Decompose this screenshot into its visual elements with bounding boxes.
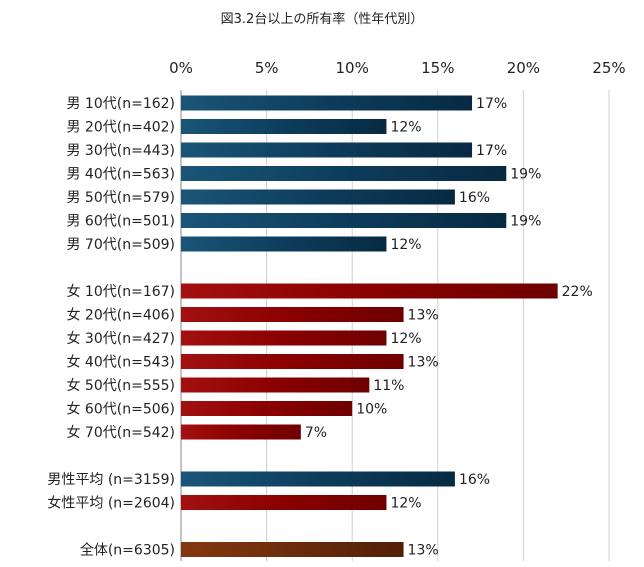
bar <box>181 377 370 393</box>
x-tick-label: 15% <box>421 59 454 77</box>
data-label: 13% <box>408 308 439 324</box>
data-label: 11% <box>373 378 404 394</box>
category-label: 女性平均 (n=2604) <box>47 495 175 512</box>
bar <box>181 495 387 510</box>
bar <box>181 283 558 299</box>
category-label: 男性平均 (n=3159) <box>47 472 175 488</box>
x-tick-label: 20% <box>507 59 540 77</box>
chart-title: 図3.2台以上の所有率（性年代別） <box>220 12 424 27</box>
bar <box>181 330 387 346</box>
category-label: 男 20代(n=402) <box>66 120 175 136</box>
bar <box>181 189 455 205</box>
bar <box>181 142 473 158</box>
category-label: 男 10代(n=162) <box>66 96 175 112</box>
bar <box>181 307 404 322</box>
data-label: 7% <box>305 425 327 441</box>
data-label: 12% <box>390 237 421 253</box>
data-label: 19% <box>510 167 541 183</box>
x-tick-label: 10% <box>336 59 369 77</box>
data-label: 22% <box>562 284 593 300</box>
x-tick-label: 0% <box>169 59 193 77</box>
data-label: 12% <box>390 120 421 136</box>
bar <box>181 119 387 134</box>
category-label: 男 60代(n=501) <box>66 214 175 230</box>
data-label: 12% <box>390 496 421 512</box>
category-label: 男 50代(n=579) <box>66 190 175 206</box>
bar <box>181 471 455 487</box>
bar <box>181 542 404 557</box>
category-label: 男 40代(n=563) <box>66 167 175 183</box>
data-label: 13% <box>408 355 439 371</box>
data-label: 17% <box>476 143 507 159</box>
category-label: 男 30代(n=443) <box>66 143 175 159</box>
data-label: 12% <box>390 331 421 347</box>
data-label: 16% <box>459 472 490 488</box>
bar <box>181 166 507 181</box>
category-label: 男 70代(n=509) <box>66 237 175 253</box>
bar <box>181 354 404 369</box>
data-label: 10% <box>356 402 387 418</box>
data-label: 17% <box>476 96 507 112</box>
category-label: 女 20代(n=406) <box>66 307 175 324</box>
category-label: 女 40代(n=543) <box>66 354 175 371</box>
data-label: 16% <box>459 190 490 206</box>
bar <box>181 424 301 440</box>
category-label: 女 70代(n=542) <box>66 424 175 441</box>
bar <box>181 236 387 252</box>
category-label: 女 30代(n=427) <box>66 330 175 347</box>
category-label: 女 10代(n=167) <box>66 283 175 300</box>
bar <box>181 401 353 416</box>
category-label: 女 50代(n=555) <box>66 377 175 394</box>
x-tick-label: 5% <box>255 59 279 77</box>
bar <box>181 95 473 111</box>
category-label: 全体(n=6305) <box>80 542 175 559</box>
data-label: 13% <box>408 543 439 559</box>
category-label: 女 60代(n=506) <box>66 401 175 418</box>
data-label: 19% <box>510 214 541 230</box>
x-tick-label: 25% <box>592 59 625 77</box>
bar <box>181 213 507 228</box>
